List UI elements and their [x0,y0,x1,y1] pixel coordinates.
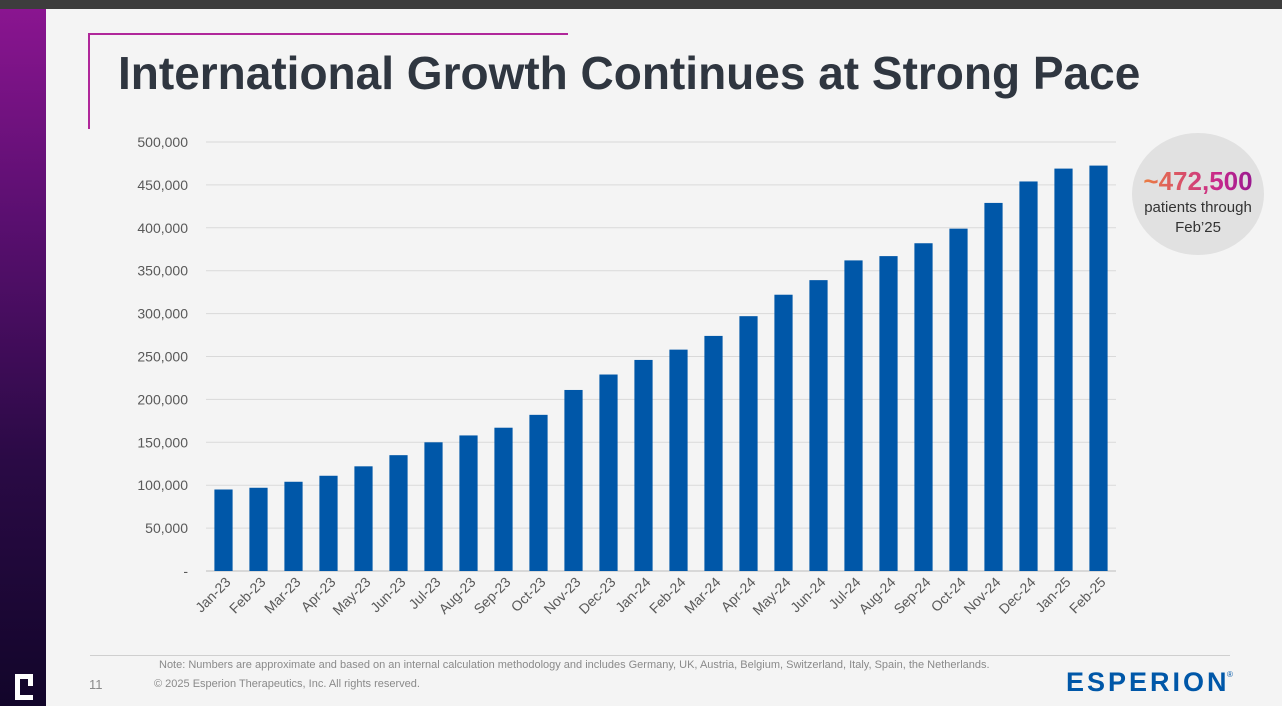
bar-Feb-24 [669,349,688,571]
bar-Mar-23 [284,481,303,571]
y-tick-label: 350,000 [137,263,188,279]
x-tick-label: Sep-23 [470,574,513,617]
callout-caption-line1: patients through [1144,199,1252,216]
bar-Jan-25 [1054,168,1073,571]
bar-Feb-23 [249,487,268,571]
footnote: Note: Numbers are approximate and based … [159,659,990,671]
brand-registered-mark: ® [1227,670,1233,679]
y-tick-label: 200,000 [137,391,188,407]
title-accent-line-vertical [88,33,90,129]
callout-value: ~472,500 [1132,166,1264,197]
x-tick-label: May-24 [749,574,793,618]
sidebar-band [0,9,46,706]
bar-May-24 [774,294,793,571]
footer-divider [90,655,1230,656]
esperion-logo-icon [15,674,33,700]
x-tick-label: Dec-24 [995,574,1038,617]
bar-Jul-23 [424,442,443,571]
x-tick-label: Jan-23 [192,574,234,616]
y-tick-label: 250,000 [137,349,188,365]
x-tick-label: Sep-24 [890,574,933,617]
bar-Jan-23 [214,489,233,571]
bar-Jan-24 [634,359,653,571]
y-tick-label: 500,000 [137,134,188,150]
x-tick-label: May-23 [329,574,373,618]
x-tick-label: Jun-24 [787,574,829,616]
y-tick-label: 150,000 [137,434,188,450]
bar-Dec-24 [1019,181,1038,571]
bar-Oct-23 [529,414,548,571]
bar-Jul-24 [844,260,863,571]
slide-title: International Growth Continues at Strong… [118,47,1141,99]
x-tick-label: Feb-24 [646,574,689,617]
bar-Feb-25 [1089,165,1108,571]
callout-caption-line2: Feb’25 [1175,219,1221,236]
bar-Dec-23 [599,374,618,571]
bar-Apr-23 [319,475,338,571]
x-tick-label: Mar-24 [681,574,724,617]
bar-Jun-24 [809,280,828,571]
x-tick-label: Nov-24 [960,574,1003,617]
bar-Jun-23 [389,455,408,571]
y-tick-label: 50,000 [145,520,188,536]
y-tick-label: 100,000 [137,477,188,493]
bar-Mar-24 [704,335,723,571]
patients-callout: ~472,500 patients through Feb’25 [1132,133,1264,255]
x-tick-label: Feb-23 [226,574,269,617]
bar-Sep-23 [494,427,513,571]
y-tick-label: 400,000 [137,220,188,236]
bar-Sep-24 [914,243,933,571]
x-tick-label: Jan-24 [612,574,654,616]
x-tick-label: Jun-23 [367,574,409,616]
copyright-text: © 2025 Esperion Therapeutics, Inc. All r… [154,678,420,690]
bar-Aug-24 [879,256,898,571]
x-tick-label: Jan-25 [1032,574,1074,616]
bar-May-23 [354,466,373,571]
bar-Nov-24 [984,202,1003,571]
bar-Nov-23 [564,389,583,571]
x-tick-label: Aug-23 [435,574,478,617]
brand-logo: ESPERION [1066,667,1230,697]
top-bar [0,0,1282,9]
y-tick-label: 300,000 [137,306,188,322]
bar-Oct-24 [949,228,968,571]
page-number: 11 [89,677,103,692]
y-tick-label: - [183,563,188,579]
x-tick-label: Dec-23 [575,574,618,617]
title-accent-line [88,33,568,35]
x-tick-label: Nov-23 [540,574,583,617]
y-tick-label: 450,000 [137,177,188,193]
bar-Aug-23 [459,435,478,571]
bar-Apr-24 [739,316,758,571]
x-tick-label: Mar-23 [261,574,304,617]
x-tick-label: Feb-25 [1066,574,1109,617]
x-tick-label: Aug-24 [855,574,898,617]
